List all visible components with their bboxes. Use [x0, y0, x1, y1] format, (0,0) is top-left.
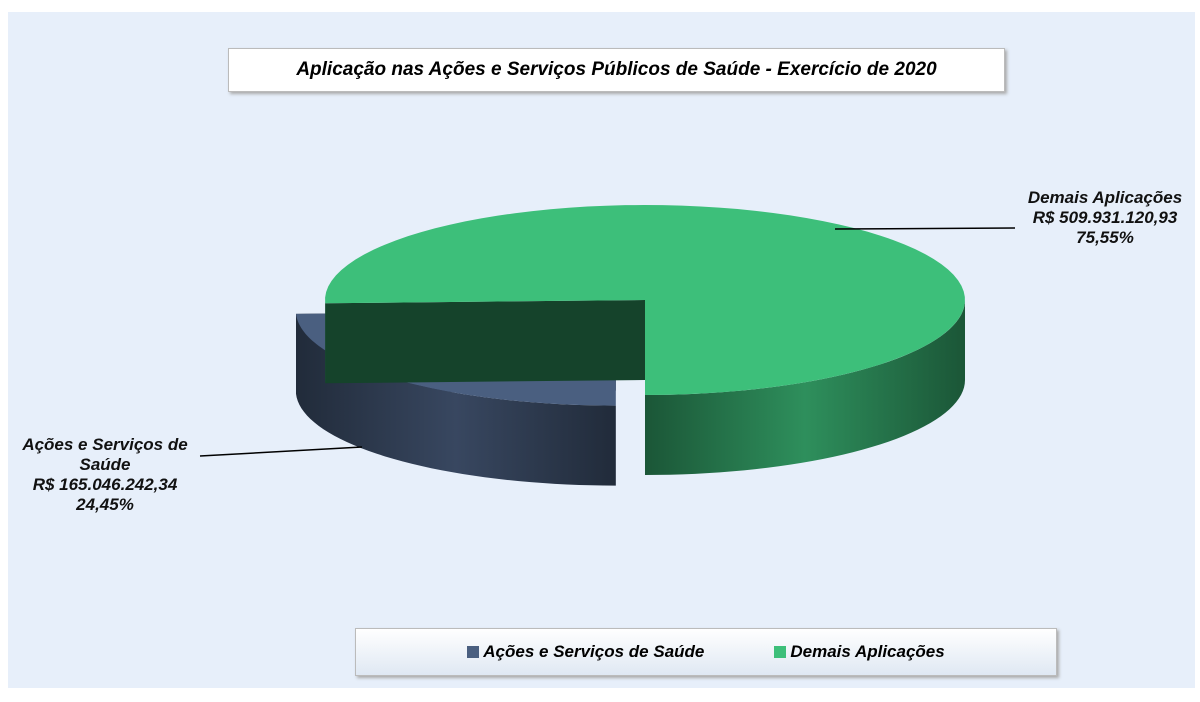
data-label-name: Ações e Serviços de Saúde	[22, 435, 188, 474]
data-label-value: 24,45%	[76, 495, 134, 514]
data-label-value: 75,55%	[1076, 228, 1134, 247]
data-label-name: Demais Aplicações	[1027, 188, 1183, 207]
slice-side	[645, 300, 965, 475]
leader-line	[834, 227, 1016, 230]
slice-face	[325, 300, 645, 384]
legend-swatch	[774, 646, 787, 658]
data-label: Ações e Serviços de Saúde R$ 165.046.242,…	[5, 435, 205, 515]
legend-item: Demais Aplicações	[774, 642, 945, 662]
slice	[325, 205, 965, 395]
legend-label: Ações e Serviços de Saúde	[483, 642, 705, 661]
legend: Ações e Serviços de Saúde Demais Aplicaçõ…	[355, 628, 1057, 676]
chart-title: Aplicação nas Ações e Serviços Públicos …	[228, 48, 1005, 92]
legend-item: Ações e Serviços de Saúde	[467, 642, 704, 662]
data-label-amount: R$ 509.931.120,93	[1032, 208, 1178, 227]
legend-swatch	[467, 646, 480, 658]
slice-side	[296, 313, 616, 486]
data-label: Demais Aplicações R$ 509.931.120,93 75,55%	[1000, 188, 1200, 248]
leader-line	[199, 446, 363, 457]
data-label-amount: R$ 165.046.242,34	[32, 475, 178, 494]
legend-label: Demais Aplicações	[790, 642, 945, 661]
